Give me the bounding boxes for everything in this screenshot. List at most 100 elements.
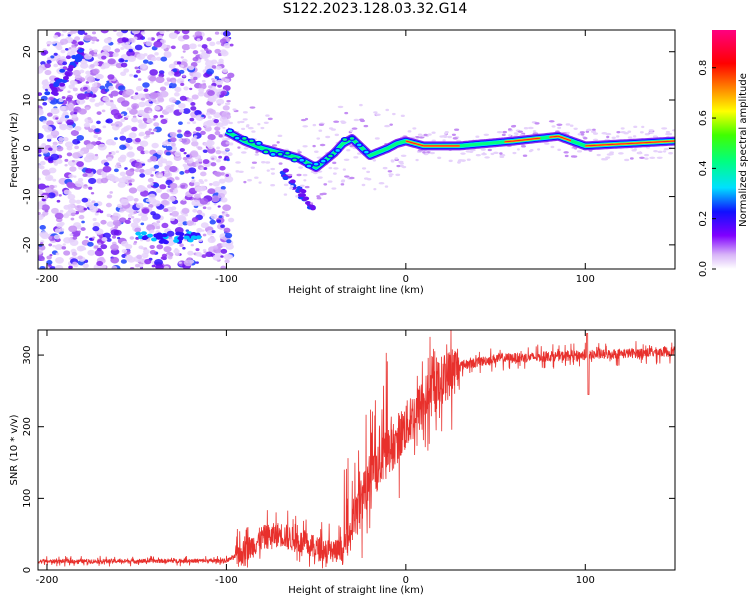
heatmap-ridge-blob-core: [356, 143, 362, 147]
heatmap-speckle-light: [550, 145, 555, 149]
heatmap-speckle: [62, 136, 69, 142]
heatmap-speckle: [172, 68, 178, 73]
heatmap-speckle: [100, 219, 107, 225]
heatmap-ridge-core: [504, 137, 541, 143]
heatmap-speckle: [51, 41, 56, 45]
colorbar-ticks: 0.0 0.2 0.4 0.6 0.8: [698, 60, 716, 277]
heatmap-speckle: [58, 98, 64, 103]
heatmap-speckle: [196, 227, 203, 233]
heatmap-speckle: [149, 155, 158, 162]
heatmap-speckle: [215, 65, 222, 70]
heatmap-speckle: [214, 31, 220, 35]
heatmap-speckle-light: [424, 152, 429, 155]
heatmap-speckle: [60, 49, 66, 54]
heatmap-speckle: [207, 115, 212, 119]
heatmap-speckle: [66, 119, 74, 126]
heatmap-branch: [303, 196, 310, 201]
heatmap-speckle: [220, 224, 225, 228]
heatmap-speckle: [176, 133, 183, 139]
heatmap-speckle: [197, 44, 202, 47]
heatmap-speckle: [191, 199, 201, 207]
heatmap-speckle-light: [448, 159, 453, 163]
heatmap-speckle: [221, 120, 229, 126]
heatmap-speckle-light: [407, 130, 412, 133]
heatmap-speckle-light: [601, 158, 606, 161]
heatmap-streak: [75, 53, 82, 58]
heatmap-speckle: [150, 229, 155, 233]
heatmap-speckle: [85, 143, 94, 150]
heatmap-speckle: [118, 165, 122, 169]
heatmap-speckle: [222, 126, 226, 129]
heatmap-speckle: [94, 128, 100, 133]
heatmap-speckle-light: [337, 105, 344, 109]
heatmap-speckle: [89, 48, 93, 51]
heatmap-speckle-light: [671, 129, 675, 132]
snr-x-ticks: -200 -100 0 100: [36, 330, 595, 586]
heatmap-speckle: [82, 263, 89, 269]
heatmap-speckle: [136, 53, 146, 60]
heatmap-speckle: [105, 118, 113, 124]
heatmap-speckle: [72, 87, 78, 92]
heatmap-speckle-light: [316, 137, 321, 140]
heatmap-speckle-light: [662, 150, 667, 153]
heatmap-speckle: [40, 61, 46, 66]
heatmap-speckle: [100, 244, 108, 250]
heatmap-speckle: [64, 164, 68, 167]
heatmap-speckle: [47, 192, 56, 199]
heatmap-speckle: [127, 55, 136, 62]
heatmap-speckle: [45, 88, 49, 92]
heatmap-streak: [74, 58, 81, 63]
heatmap-speckle: [197, 158, 203, 162]
heatmap-speckle: [137, 210, 141, 213]
heatmap-speckle: [114, 121, 123, 128]
heatmap-speckle-light: [270, 167, 276, 171]
heatmap-speckle: [148, 61, 154, 65]
heatmap-speckle-light: [317, 176, 323, 179]
heatmap-speckle: [90, 192, 95, 195]
heatmap-speckle: [39, 265, 46, 269]
heatmap-speckle: [54, 163, 58, 166]
heatmap-speckle: [42, 102, 48, 106]
heatmap-speckle: [218, 215, 223, 219]
heatmap-speckle: [226, 158, 230, 162]
heatmap-speckle: [163, 246, 172, 253]
heatmap-speckle: [141, 208, 150, 214]
heatmap-speckle-light: [271, 144, 278, 147]
heatmap-speckle-light: [570, 155, 577, 158]
heatmap-speckle: [192, 209, 198, 213]
heatmap-speckle-light: [624, 158, 630, 162]
heatmap-speckle: [120, 259, 127, 264]
heatmap-speckle: [191, 137, 198, 142]
heatmap-speckle-light: [512, 124, 517, 128]
heatmap-speckle: [180, 56, 184, 59]
heatmap-speckle-light: [270, 172, 275, 175]
heatmap-speckle-light: [304, 117, 309, 121]
heatmap-speckle: [176, 78, 185, 84]
heatmap-speckle: [201, 254, 207, 259]
heatmap-speckle: [189, 78, 196, 84]
heatmap-speckle: [138, 213, 142, 217]
heatmap-speckle: [169, 182, 178, 189]
heatmap-speckle: [132, 94, 140, 100]
heatmap-speckle: [202, 248, 207, 252]
heatmap-speckle: [76, 93, 86, 100]
heatmap-speckle: [145, 41, 153, 47]
heatmap-speckle-light: [297, 149, 301, 152]
heatmap-speckle: [38, 108, 44, 114]
heatmap-speckle-light: [373, 187, 377, 191]
heatmap-speckle: [199, 180, 205, 185]
heatmap-speckle-light: [342, 168, 346, 171]
heatmap-speckle: [81, 220, 85, 224]
heatmap-speckle: [142, 117, 148, 122]
heatmap-speckle: [167, 255, 173, 260]
heatmap-speckle: [112, 235, 117, 239]
heatmap-speckle: [160, 56, 168, 62]
heatmap-speckle-light: [586, 128, 593, 132]
heatmap-speckle-light: [480, 148, 486, 151]
heatmap-speckle: [91, 31, 97, 35]
heatmap-speckle: [83, 155, 93, 163]
heatmap-speckle: [148, 193, 156, 200]
heatmap-speckle-light: [333, 120, 340, 123]
heatmap-speckle-light: [548, 120, 555, 123]
heatmap-speckle: [161, 222, 169, 229]
